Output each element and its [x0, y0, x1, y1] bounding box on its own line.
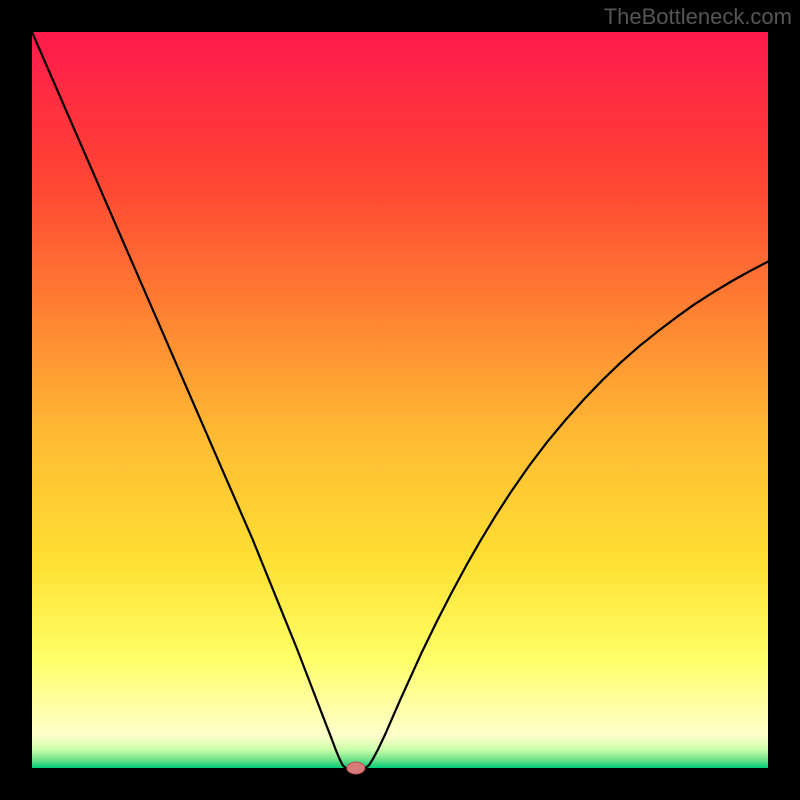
chart-container: TheBottleneck.com — [0, 0, 800, 800]
bottleneck-chart — [0, 0, 800, 800]
watermark-text: TheBottleneck.com — [604, 4, 792, 30]
